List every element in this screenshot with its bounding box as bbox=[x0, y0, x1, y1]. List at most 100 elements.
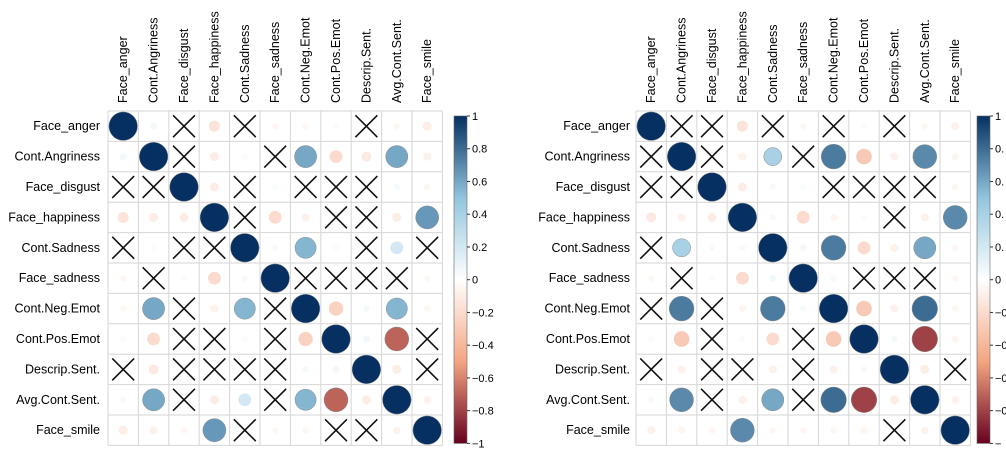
row-label: Face_anger bbox=[563, 119, 630, 133]
column-label: Descrip.Sent. bbox=[359, 28, 373, 103]
correlation-circle bbox=[328, 301, 344, 316]
colorbar-tick-label: 0 bbox=[472, 275, 478, 287]
correlation-circle bbox=[648, 275, 655, 282]
corrplot-panel-1: Face_anger Cont.Angriness Face_disgust Face… bbox=[8, 11, 493, 450]
correlation-circle bbox=[891, 335, 898, 343]
correlation-circle bbox=[820, 143, 847, 170]
column-label: Face_anger bbox=[116, 36, 130, 103]
correlation-circle bbox=[329, 150, 343, 163]
correlation-circle bbox=[952, 244, 959, 251]
correlation-circle bbox=[667, 142, 697, 172]
correlation-circle bbox=[788, 263, 818, 293]
correlation-circle bbox=[393, 123, 400, 130]
colorbar-tick-label: 0.8 bbox=[472, 144, 487, 156]
correlation-circle bbox=[302, 123, 309, 130]
correlation-circle bbox=[119, 153, 127, 161]
correlation-circle bbox=[730, 417, 755, 443]
nonsignificant-cross-mark bbox=[142, 266, 166, 290]
nonsignificant-cross-mark bbox=[172, 388, 196, 412]
nonsignificant-cross-mark bbox=[324, 266, 348, 290]
nonsignificant-cross-mark bbox=[913, 175, 937, 199]
correlation-circle bbox=[820, 235, 847, 261]
column-label: Cont.Angriness bbox=[147, 18, 161, 103]
row-label: Face_smile bbox=[566, 423, 630, 437]
colorbar-tick-label: − bbox=[995, 438, 1001, 450]
correlation-circle bbox=[830, 427, 837, 434]
correlation-circle bbox=[678, 426, 686, 434]
nonsignificant-cross-mark bbox=[263, 357, 287, 381]
correlation-circle bbox=[860, 123, 868, 130]
correlation-circle bbox=[830, 213, 838, 221]
nonsignificant-cross-mark bbox=[354, 418, 378, 442]
correlation-circle bbox=[799, 244, 807, 252]
colorbar-tick-label: 1 bbox=[472, 111, 478, 123]
corrplot-panel-2: Face_anger Cont.Angriness Face_disgust Face… bbox=[538, 11, 1006, 450]
column-label: Face_sadness bbox=[796, 22, 810, 103]
correlation-circle bbox=[208, 271, 221, 285]
correlation-circle bbox=[769, 274, 777, 282]
nonsignificant-cross-mark bbox=[639, 236, 663, 260]
correlation-circle bbox=[120, 305, 127, 312]
column-label: Cont.Neg.Emot bbox=[299, 17, 313, 103]
correlation-circle bbox=[796, 211, 810, 224]
nonsignificant-cross-mark bbox=[670, 175, 694, 199]
correlation-circle bbox=[646, 212, 657, 223]
nonsignificant-cross-mark bbox=[111, 175, 135, 199]
correlation-circle bbox=[856, 148, 872, 165]
correlation-circle bbox=[890, 243, 899, 252]
correlation-circle bbox=[760, 295, 786, 322]
correlation-circle bbox=[739, 244, 746, 251]
column-label: Cont.Angriness bbox=[675, 18, 689, 103]
correlation-circle bbox=[910, 385, 940, 415]
correlation-circle bbox=[951, 153, 959, 161]
correlation-circle bbox=[298, 331, 313, 347]
correlation-circle bbox=[708, 427, 716, 434]
nonsignificant-cross-mark bbox=[761, 114, 785, 138]
nonsignificant-cross-mark bbox=[172, 297, 196, 321]
colorbar-tick-label: −0 bbox=[995, 373, 1006, 385]
nonsignificant-cross-mark bbox=[263, 297, 287, 321]
nonsignificant-cross-mark bbox=[354, 236, 378, 260]
correlation-circle bbox=[890, 152, 899, 161]
nonsignificant-cross-mark bbox=[354, 114, 378, 138]
correlation-circle bbox=[385, 297, 408, 320]
nonsignificant-cross-mark bbox=[882, 205, 906, 229]
correlation-circle bbox=[302, 427, 309, 434]
correlation-circle bbox=[727, 202, 757, 232]
column-label: Face_sadness bbox=[268, 22, 282, 103]
colorbar-tick-label: −0.2 bbox=[472, 307, 494, 319]
column-label: Face_disgust bbox=[705, 28, 719, 103]
correlation-circle bbox=[332, 365, 340, 373]
column-label: Face_disgust bbox=[177, 28, 191, 103]
nonsignificant-cross-mark bbox=[882, 266, 906, 290]
correlation-circle bbox=[272, 123, 279, 130]
correlation-circle bbox=[142, 297, 165, 320]
nonsignificant-cross-mark bbox=[822, 114, 846, 138]
correlation-circle bbox=[415, 205, 439, 230]
correlation-circle bbox=[911, 295, 938, 322]
correlation-circle bbox=[860, 426, 868, 434]
correlation-circle bbox=[362, 335, 370, 343]
nonsignificant-cross-mark bbox=[324, 205, 348, 229]
correlation-circle bbox=[736, 120, 748, 132]
correlation-circle bbox=[952, 305, 959, 312]
correlation-circle bbox=[393, 426, 401, 434]
correlation-circle bbox=[942, 205, 968, 230]
colorbar-tick-label: −0.8 bbox=[472, 406, 494, 418]
row-label: Face_smile bbox=[36, 423, 100, 437]
correlation-circle bbox=[209, 182, 219, 192]
correlation-circle bbox=[148, 364, 159, 375]
nonsignificant-cross-mark bbox=[639, 145, 663, 169]
correlation-circle bbox=[636, 111, 666, 141]
correlation-circle bbox=[363, 305, 370, 312]
correlation-circle bbox=[648, 335, 655, 343]
correlation-circle bbox=[294, 388, 317, 411]
column-label: Cont.Sadness bbox=[766, 24, 780, 103]
nonsignificant-cross-mark bbox=[354, 205, 378, 229]
correlation-circle bbox=[332, 123, 340, 130]
correlation-circle bbox=[302, 366, 309, 373]
nonsignificant-cross-mark bbox=[700, 145, 724, 169]
nonsignificant-cross-mark bbox=[415, 357, 439, 381]
correlation-circle bbox=[108, 111, 138, 141]
